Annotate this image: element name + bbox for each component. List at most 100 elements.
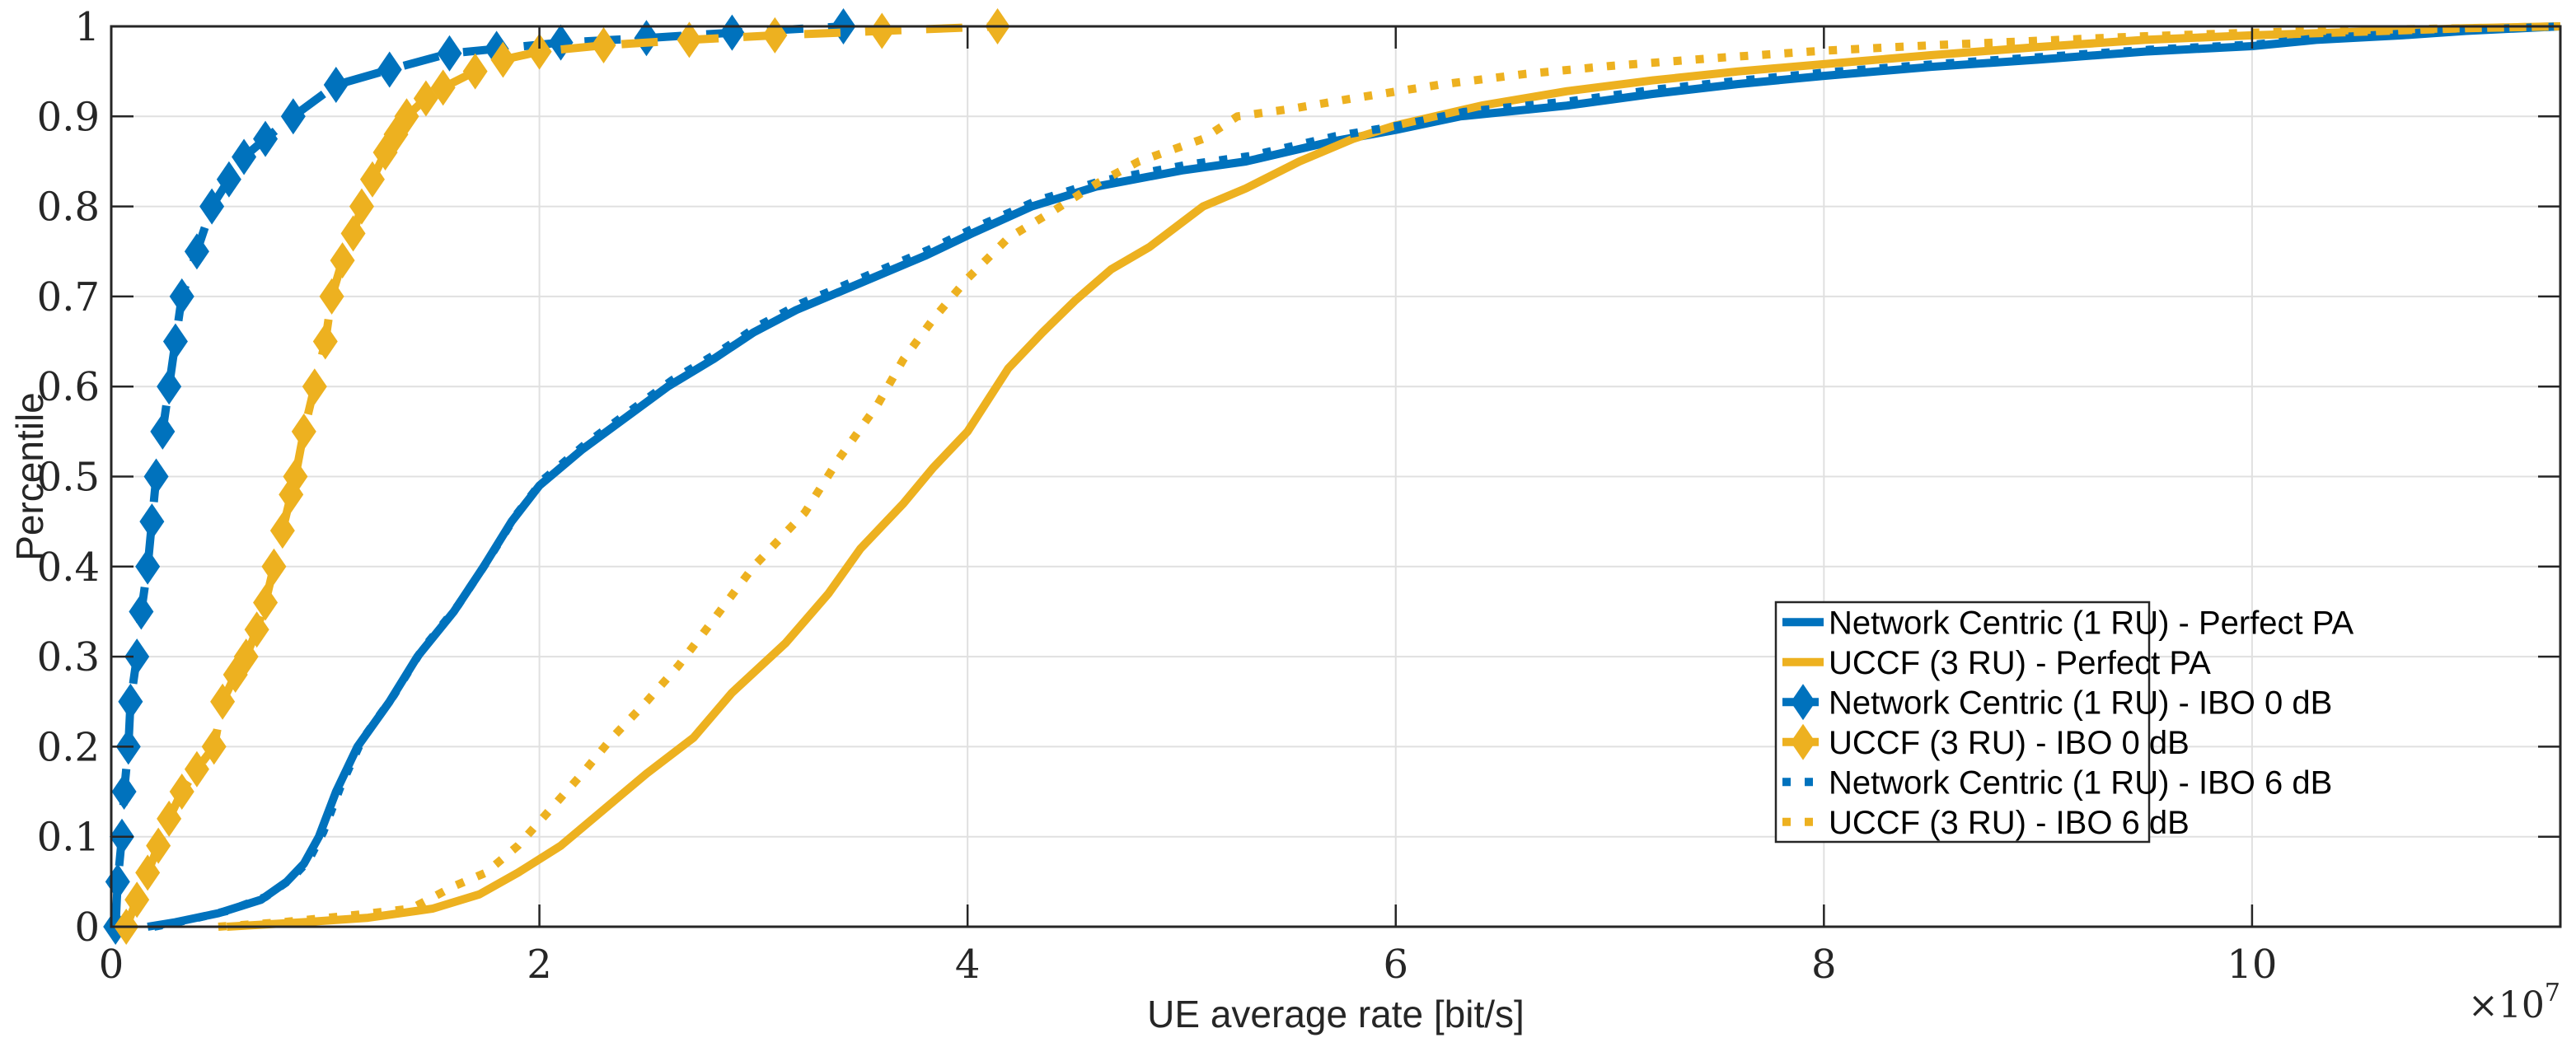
- y-tick-label: 0.2: [37, 724, 100, 770]
- diamond-marker: [124, 881, 150, 918]
- diamond-marker: [280, 98, 306, 135]
- diamond-marker: [162, 323, 188, 360]
- legend-item: UCCF (3 RU) - IBO 6 dB: [1782, 805, 2190, 841]
- diamond-marker: [330, 242, 355, 279]
- y-tick-label: 0.8: [37, 185, 100, 231]
- diamond-marker: [269, 512, 295, 549]
- diamond-marker: [394, 98, 419, 135]
- legend-item-label: UCCF (3 RU) - IBO 0 dB: [1829, 725, 2190, 761]
- diamond-marker: [253, 120, 279, 157]
- diamond-marker: [359, 161, 385, 198]
- y-tick-label: 0.3: [37, 634, 100, 680]
- legend-item-label: Network Centric (1 RU) - Perfect PA: [1829, 605, 2354, 641]
- y-tick-label: 0.9: [37, 94, 100, 140]
- diamond-marker: [677, 21, 702, 58]
- legend-item: Network Centric (1 RU) - IBO 0 dB: [1782, 684, 2332, 721]
- diamond-marker: [548, 24, 574, 61]
- diamond-marker: [319, 278, 344, 315]
- diamond-marker: [129, 593, 154, 630]
- diamond-marker: [349, 188, 374, 225]
- diamond-marker: [291, 413, 316, 450]
- legend: Network Centric (1 RU) - Perfect PA UCCF …: [1774, 601, 2354, 844]
- diamond-marker: [634, 20, 659, 57]
- legend-item-label: Network Centric (1 RU) - IBO 0 dB: [1829, 685, 2332, 721]
- diamond-marker: [124, 638, 150, 675]
- x-axis-label: UE average rate [bit/s]: [1147, 993, 1525, 1035]
- diamond-marker: [591, 26, 616, 63]
- diamond-marker: [184, 233, 209, 270]
- x-tick-label: 2: [527, 942, 552, 988]
- x-tick-label: 8: [1811, 942, 1837, 988]
- diamond-marker: [312, 323, 338, 360]
- diamond-marker: [143, 458, 169, 495]
- series-line-1: [227, 22, 2561, 931]
- diamond-marker: [169, 774, 194, 811]
- legend-diamond-marker: [1791, 684, 1815, 721]
- diamond-marker: [118, 683, 143, 720]
- diamond-marker: [869, 12, 895, 49]
- diamond-marker: [201, 728, 227, 765]
- y-tick-label: 0.7: [37, 274, 100, 320]
- diamond-marker: [719, 14, 745, 51]
- series-markers-3: [114, 8, 1010, 945]
- y-axis-label: Percentile: [8, 392, 51, 561]
- y-tick-label: 0.1: [37, 815, 100, 861]
- legend-diamond-marker: [1791, 723, 1815, 760]
- x-axis-multiplier: ×107: [2468, 979, 2560, 1026]
- diamond-marker: [377, 51, 402, 88]
- diamond-marker: [157, 800, 182, 837]
- y-tick-label: 0.5: [37, 455, 100, 501]
- legend-item: Network Centric (1 RU) - Perfect PA: [1782, 605, 2354, 641]
- diamond-marker: [169, 278, 194, 315]
- diamond-marker: [462, 53, 488, 90]
- series-line-5: [218, 22, 2561, 931]
- x-tick-label: 0: [99, 942, 124, 988]
- diamond-marker: [283, 458, 308, 495]
- x-tick-label: 6: [1383, 942, 1408, 988]
- y-tick-label: 1: [74, 4, 100, 50]
- legend-item-label: UCCF (3 RU) - Perfect PA: [1829, 645, 2211, 681]
- diamond-marker: [146, 827, 171, 864]
- diamond-marker: [232, 138, 257, 175]
- diamond-marker: [323, 67, 349, 104]
- diamond-marker: [157, 368, 182, 405]
- diamond-marker: [139, 503, 165, 540]
- diamond-marker: [430, 69, 456, 106]
- diamond-marker: [437, 35, 462, 72]
- diamond-marker: [233, 638, 259, 675]
- legend-item-label: UCCF (3 RU) - IBO 6 dB: [1829, 805, 2190, 841]
- gridlines: [111, 26, 2560, 927]
- series-line-4: [153, 22, 2561, 931]
- y-tick-label: 0: [74, 904, 100, 951]
- diamond-marker: [199, 188, 225, 225]
- legend-box: [1774, 601, 2151, 844]
- x-tick-label: 4: [955, 942, 981, 988]
- diamond-marker: [105, 863, 130, 900]
- diamond-marker: [216, 161, 241, 198]
- diamond-marker: [253, 584, 279, 621]
- axis-ticks: [110, 25, 2560, 928]
- legend-item: UCCF (3 RU) - IBO 0 dB: [1782, 723, 2190, 761]
- diamond-marker: [135, 548, 161, 585]
- diamond-marker: [527, 33, 552, 70]
- y-tick-label: 0.6: [37, 364, 100, 410]
- diamond-marker: [244, 611, 269, 648]
- x-tick-labels: 0 2 4 6 8 10: [99, 942, 2278, 988]
- diamond-marker: [490, 41, 516, 78]
- y-tick-labels: 0 0.1 0.2 0.3 0.4 0.5 0.6 0.7 0.8 0.9 1: [37, 4, 100, 951]
- diamond-marker: [135, 854, 161, 891]
- diamond-marker: [340, 215, 366, 252]
- diamond-marker: [302, 368, 327, 405]
- legend-item: Network Centric (1 RU) - IBO 6 dB: [1782, 764, 2332, 801]
- diamond-marker: [261, 548, 287, 585]
- diamond-marker: [150, 413, 176, 450]
- legend-item-label: Network Centric (1 RU) - IBO 6 dB: [1829, 764, 2332, 801]
- y-tick-label: 0.4: [37, 545, 100, 591]
- diamond-marker: [210, 683, 236, 720]
- diamond-marker: [111, 774, 137, 811]
- x-tick-label: 10: [2227, 942, 2277, 988]
- diamond-marker: [184, 750, 209, 788]
